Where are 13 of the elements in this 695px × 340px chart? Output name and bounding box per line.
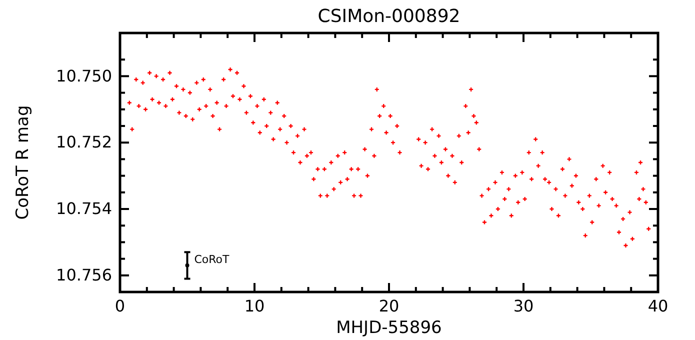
y-tick-label: 10.754	[56, 199, 112, 218]
x-axis-title: MHJD-55896	[336, 318, 442, 338]
x-tick-label: 40	[648, 296, 668, 316]
y-tick-label: 10.756	[56, 266, 112, 285]
chart-title: CSIMon-000892	[318, 6, 460, 27]
series-label: CoRoT	[194, 253, 230, 266]
x-tick-label: 30	[513, 296, 534, 316]
x-tick-label: 0	[114, 296, 126, 316]
x-tick-label: 20	[378, 296, 400, 316]
y-axis-title: CoRoT R mag	[13, 105, 33, 220]
y-tick-label: 10.752	[56, 132, 112, 152]
y-tick-label: 10.750	[56, 66, 112, 86]
x-tick-label: 10	[244, 296, 265, 316]
